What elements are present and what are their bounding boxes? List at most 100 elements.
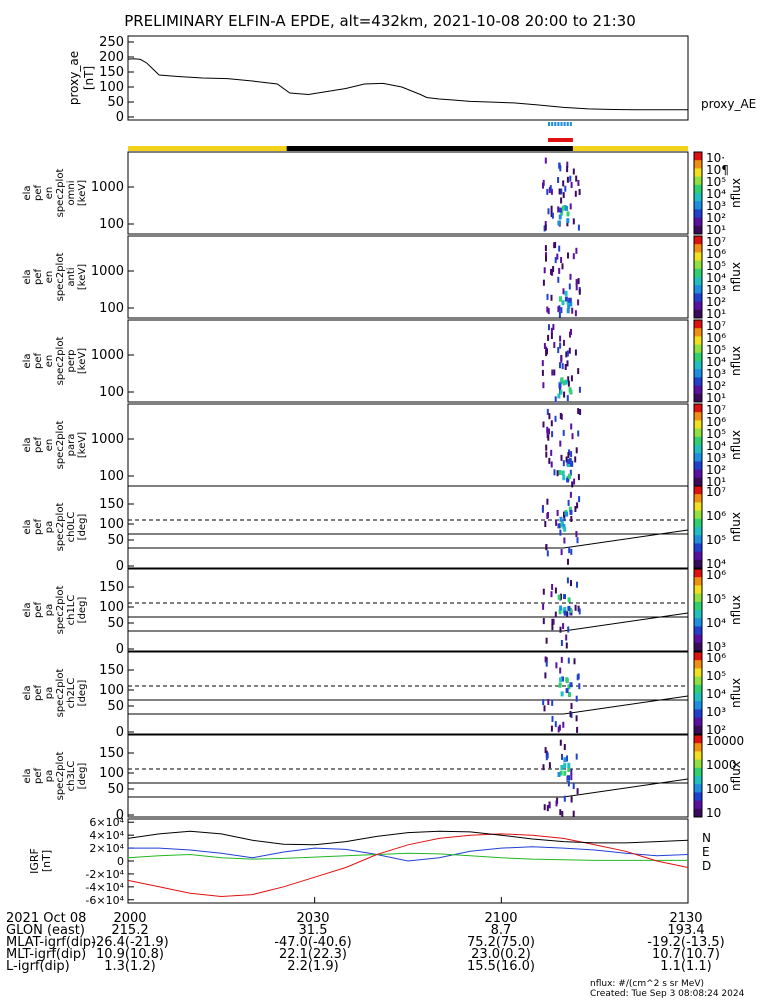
colorbar-swatch-3 bbox=[694, 759, 702, 769]
colorbar-swatch-2 bbox=[694, 668, 702, 678]
blue-bar-seg-7 bbox=[569, 122, 572, 126]
spec-core-3 bbox=[558, 682, 562, 688]
spec-pixel-18 bbox=[576, 726, 579, 733]
colorbar-tick-1: 1000 bbox=[706, 758, 737, 772]
colorbar-tick-4: 10² bbox=[706, 723, 726, 737]
ae-ytick-label-3: 150 bbox=[99, 65, 124, 80]
ylabel-line-4: perp bbox=[66, 350, 77, 373]
spec-pixel-3 bbox=[557, 177, 560, 183]
ylabel-line-0: ela bbox=[22, 269, 33, 284]
spec-pixel-35 bbox=[577, 299, 580, 306]
spec-pixel-8 bbox=[571, 307, 574, 314]
spec-pixel-14 bbox=[543, 267, 546, 274]
colorbar-tick-3: 10⁴ bbox=[706, 187, 726, 201]
spec-pixel-29 bbox=[550, 268, 553, 275]
spec-core-7 bbox=[560, 691, 564, 697]
spec-pixel-27 bbox=[566, 350, 569, 357]
colorbar-swatch-0 bbox=[694, 735, 702, 744]
colorbar-tick-1: 10¶ bbox=[706, 163, 729, 177]
spec-pixel-34 bbox=[573, 478, 576, 485]
ylabel-line-5: [deg] bbox=[77, 763, 88, 790]
colorbar-swatch-4 bbox=[694, 352, 702, 362]
spec-pixel-27 bbox=[560, 549, 563, 556]
panel-anti: ela pef en spec2plot anti [keV]100100010⁷10⁶1… bbox=[22, 235, 743, 321]
colorbar-swatch-4 bbox=[694, 684, 702, 694]
igrf-ytick-label-4: -2×10⁴ bbox=[85, 868, 124, 881]
spec-pixel-20 bbox=[567, 780, 570, 787]
spec-pixel-1 bbox=[544, 656, 547, 663]
spec-pixel-32 bbox=[545, 451, 548, 458]
spec-pixel-10 bbox=[566, 176, 569, 183]
colorbar-tick-3: 10⁴ bbox=[706, 439, 726, 453]
colorbar-swatch-7 bbox=[694, 293, 702, 303]
spec-pixel-10 bbox=[542, 764, 545, 771]
spec-pixel-22 bbox=[563, 515, 566, 522]
colorbar-swatch-5 bbox=[694, 277, 702, 286]
black-bar-0 bbox=[286, 146, 573, 151]
spec-core-2 bbox=[562, 475, 566, 481]
colorbar-swatch-0 bbox=[694, 569, 702, 578]
ylabel-line-4: ch0LC bbox=[66, 512, 77, 543]
footer-value-4-0: 1.3(1.2) bbox=[104, 959, 156, 974]
spec-core-2 bbox=[569, 301, 573, 307]
igrf-series-D bbox=[127, 833, 689, 898]
colorbar-swatch-8 bbox=[694, 717, 702, 727]
spec-pixel-16 bbox=[564, 185, 567, 192]
spec-pixel-13 bbox=[578, 386, 581, 393]
colorbar-tick-3: 10⁴ bbox=[706, 271, 726, 285]
colorbar-swatch-8 bbox=[694, 217, 702, 227]
colorbar-swatch-5 bbox=[694, 693, 702, 702]
created-note: Created: Tue Sep 3 08:08:24 2024 bbox=[590, 989, 745, 999]
spec-core-9 bbox=[565, 688, 569, 694]
spec-pixel-24 bbox=[547, 512, 549, 518]
spec-pixel-6 bbox=[570, 516, 573, 522]
spec-pixel-25 bbox=[568, 547, 571, 554]
footer-value-3-2: 23.0(0.2) bbox=[471, 947, 531, 962]
spec-pixel-5 bbox=[550, 205, 553, 212]
spec-pixel-27 bbox=[569, 273, 572, 280]
colorbar-frame bbox=[693, 568, 703, 652]
colorbar-swatch-2 bbox=[694, 585, 702, 595]
ae-ytick-label-4: 200 bbox=[99, 50, 124, 65]
spec-core-6 bbox=[567, 462, 571, 468]
colorbar-swatch-0 bbox=[694, 404, 702, 413]
ae-ylabel-1: [nT] bbox=[82, 66, 96, 90]
colorbar-swatch-7 bbox=[694, 461, 702, 471]
ytick-label-0: 0 bbox=[116, 642, 124, 657]
ylabel-line-4: anti bbox=[66, 267, 77, 286]
spec-pixel-24 bbox=[567, 452, 570, 458]
spec-pixel-13 bbox=[570, 182, 573, 188]
spec-pixel-39 bbox=[567, 380, 570, 387]
spec-core-4 bbox=[558, 470, 562, 475]
spec-pixel-9 bbox=[541, 369, 544, 376]
spec-pixel-27 bbox=[547, 434, 550, 441]
spec-pixel-27 bbox=[550, 725, 553, 732]
spec-pixel-8 bbox=[542, 588, 545, 595]
panel-frame bbox=[127, 403, 689, 487]
footer-value-3-0: 10.9(10.8) bbox=[96, 947, 164, 962]
spec-pixel-24 bbox=[542, 618, 545, 625]
spec-pixel-25 bbox=[557, 347, 560, 354]
chart-title: PRELIMINARY ELFIN-A EPDE, alt=432km, 202… bbox=[124, 12, 636, 30]
igrf-ytick-label-6: -6×10⁴ bbox=[85, 894, 124, 907]
footer-value-4-3: 1.1(1.1) bbox=[660, 959, 712, 974]
colorbar-label: nflux bbox=[729, 595, 743, 625]
ytick-label-0: 0 bbox=[116, 725, 124, 740]
spec-pixel-36 bbox=[566, 220, 569, 227]
spec-core-0 bbox=[561, 676, 564, 682]
spec-pixel-13 bbox=[544, 521, 547, 527]
ylabel-line-1: pef bbox=[33, 269, 44, 286]
spec-pixel-14 bbox=[545, 657, 548, 664]
spec-core-6 bbox=[557, 220, 561, 226]
spec-pixel-11 bbox=[562, 288, 565, 295]
spec-pixel-17 bbox=[561, 263, 564, 270]
colorbar-tick-0: 10⁶ bbox=[706, 568, 726, 582]
ae-series-line bbox=[127, 58, 688, 111]
panel-frame bbox=[127, 151, 689, 235]
spec-pixel-31 bbox=[548, 413, 551, 420]
colorbar-tick-6: 10¹ bbox=[706, 475, 726, 489]
spec-pixel-18 bbox=[566, 755, 568, 762]
spec-pixel-26 bbox=[559, 362, 561, 369]
spec-core-8 bbox=[567, 459, 571, 464]
